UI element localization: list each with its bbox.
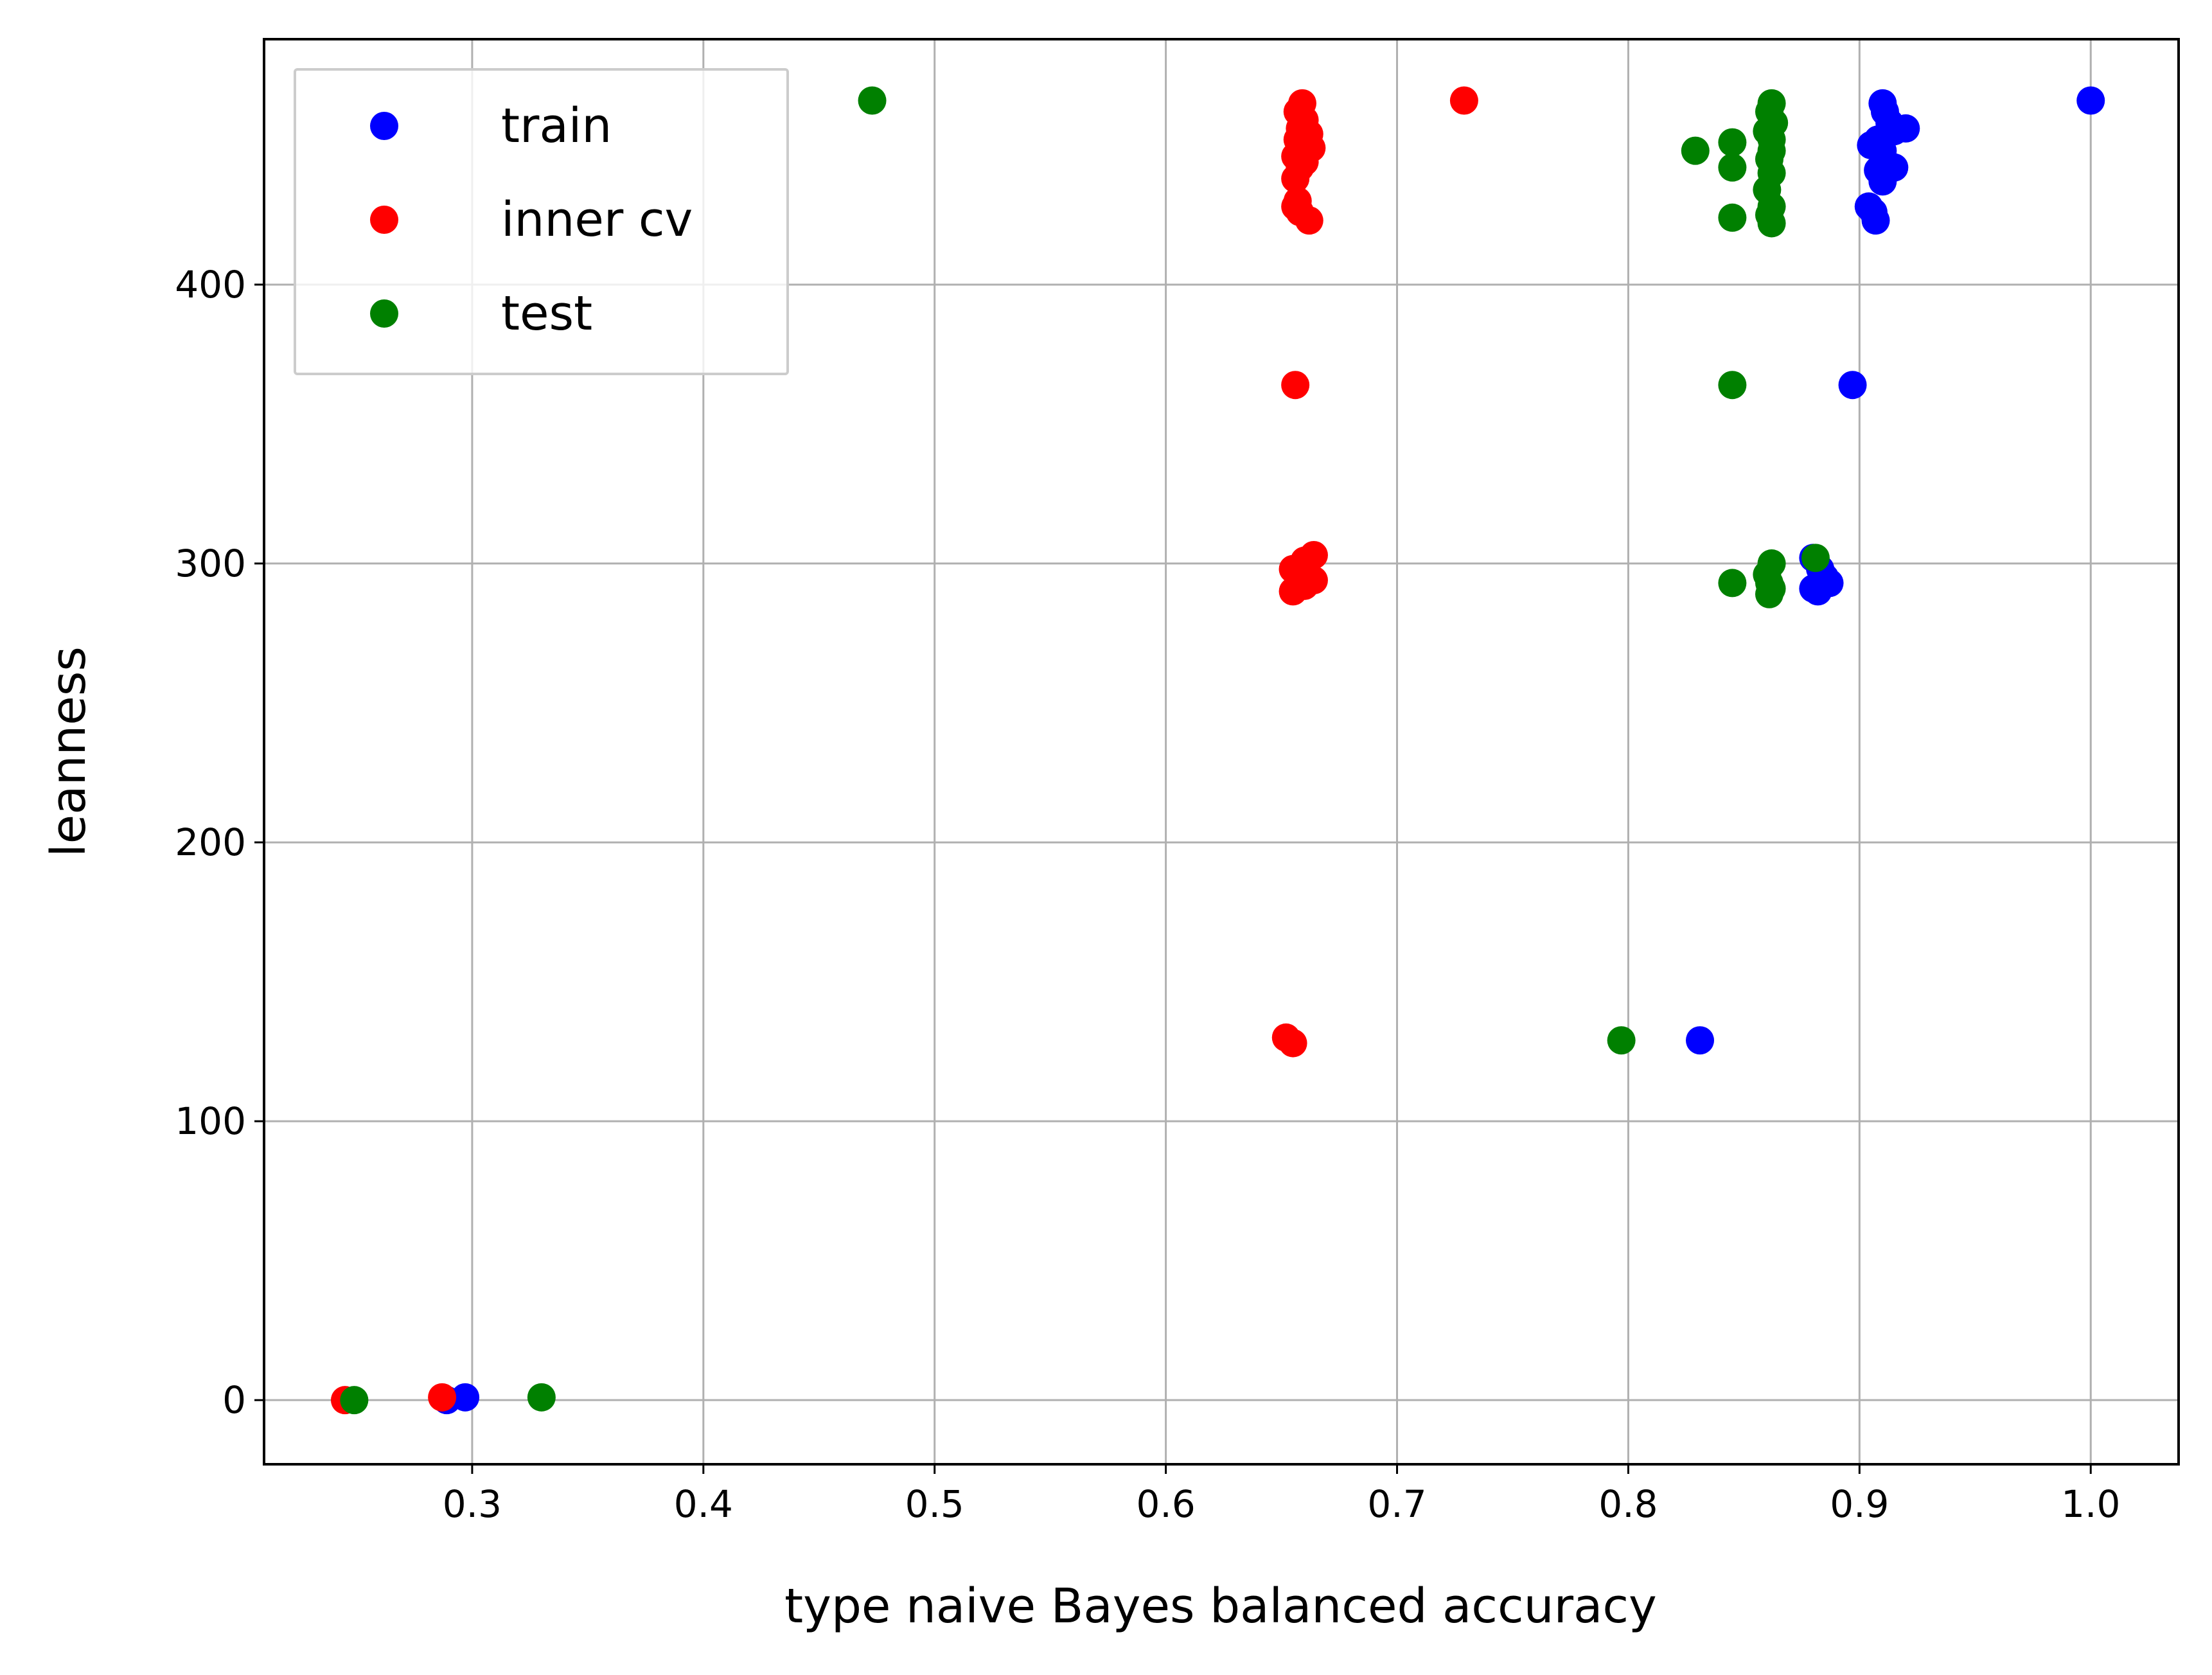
data-point-inner-cv [1279, 577, 1307, 606]
legend-box [294, 68, 789, 375]
data-point-test [1718, 128, 1747, 157]
legend-label-inner-cv: inner cv [501, 192, 693, 247]
y-tick-label: 0 [222, 1378, 246, 1422]
data-point-inner-cv [1279, 1029, 1307, 1058]
y-tick-label: 100 [175, 1099, 246, 1143]
data-point-train [1803, 577, 1832, 606]
x-tick-label: 0.5 [905, 1482, 964, 1526]
data-point-test [1718, 203, 1747, 232]
x-tick-label: 0.7 [1367, 1482, 1426, 1526]
data-point-test [527, 1383, 556, 1412]
data-point-test [1607, 1026, 1636, 1055]
legend: train inner cv test [294, 68, 789, 375]
data-point-train [1838, 371, 1867, 400]
data-point-test [1681, 136, 1710, 165]
plot-frame [263, 38, 2180, 1466]
y-tick-label: 200 [175, 820, 246, 864]
x-axis-label: type naive Bayes balanced accuracy [784, 1579, 1657, 1634]
data-point-train [2076, 86, 2105, 115]
grid-layer [264, 39, 2179, 1464]
x-tick-label: 1.0 [2061, 1482, 2120, 1526]
x-tick-label: 0.4 [674, 1482, 733, 1526]
x-tick-label: 0.9 [1830, 1482, 1889, 1526]
x-tick-label: 0.6 [1136, 1482, 1195, 1526]
data-point-test [1718, 569, 1747, 598]
data-point-inner-cv [1295, 206, 1323, 235]
data-point-test [1801, 544, 1830, 572]
data-point-test [1755, 580, 1783, 608]
y-axis-label: leanness [41, 646, 96, 857]
data-point-test [340, 1386, 369, 1415]
y-tick-label: 300 [175, 542, 246, 585]
legend-marker-inner-cv [370, 206, 398, 234]
y-tick-label: 400 [175, 263, 246, 306]
legend-marker-train [370, 112, 398, 140]
data-point-inner-cv [1281, 164, 1310, 193]
data-point-train [1686, 1026, 1714, 1055]
x-tick-label: 0.3 [443, 1482, 502, 1526]
data-point-test [858, 86, 887, 115]
data-point-test [1718, 371, 1747, 400]
x-tick-label: 0.8 [1598, 1482, 1658, 1526]
data-point-train [1861, 206, 1890, 235]
data-point-inner-cv [1449, 86, 1478, 115]
data-point-test [1718, 153, 1747, 182]
legend-label-train: train [501, 98, 612, 154]
legend-label-test: test [501, 286, 592, 341]
data-point-inner-cv [428, 1383, 457, 1412]
data-point-test [1757, 209, 1786, 238]
points-layer [330, 86, 2105, 1415]
data-point-train [1868, 167, 1897, 196]
ticks-layer: 0.3 0.4 0.5 0.6 0.7 0.8 0.9 1.0 0 100 200 300 400 [175, 263, 2120, 1526]
data-point-inner-cv [1281, 371, 1310, 400]
legend-marker-test [370, 299, 398, 328]
